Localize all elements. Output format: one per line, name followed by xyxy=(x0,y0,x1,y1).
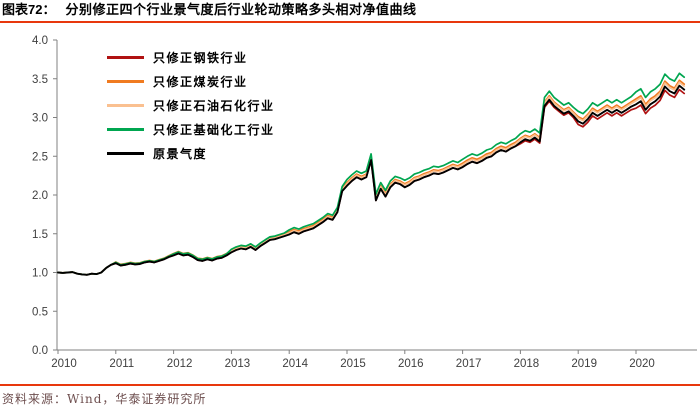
x-axis-tick-label: 2012 xyxy=(167,358,193,370)
x-axis-tick-label: 2020 xyxy=(629,358,655,370)
x-axis-tick-label: 2015 xyxy=(340,358,366,370)
x-axis-tick-label: 2011 xyxy=(109,358,134,370)
x-axis-tick-label: 2017 xyxy=(456,358,482,370)
legend-item: 只修正石油石化行业 xyxy=(107,93,275,117)
legend-item: 只修正基础化工行业 xyxy=(107,117,275,141)
legend-line-swatch xyxy=(107,127,144,131)
legend-label: 只修正钢铁行业 xyxy=(153,50,248,65)
legend-line-swatch xyxy=(107,55,144,59)
source-note: 资料来源：Wind，华泰证券研究所 xyxy=(2,392,207,406)
y-axis-tick-label: 3.5 xyxy=(32,74,48,86)
legend-label: 只修正石油石化行业 xyxy=(153,98,275,113)
y-axis-tick-label: 2.5 xyxy=(32,151,48,163)
y-axis-tick-label: 0.5 xyxy=(32,306,48,318)
series-line-4 xyxy=(57,84,686,276)
x-axis-tick-label: 2019 xyxy=(571,358,597,370)
y-axis-tick-label: 2.0 xyxy=(32,190,48,202)
x-axis-tick-label: 2016 xyxy=(398,358,424,370)
legend-line-swatch xyxy=(107,79,144,83)
x-axis-tick-label: 2018 xyxy=(514,358,540,370)
footer-rule xyxy=(0,384,700,386)
x-axis-tick-label: 2013 xyxy=(225,358,251,370)
legend-item: 原景气度 xyxy=(107,141,275,165)
legend-item: 只修正钢铁行业 xyxy=(107,45,275,69)
legend-line-swatch xyxy=(107,151,144,155)
x-axis-tick-label: 2010 xyxy=(51,358,77,370)
legend-label: 只修正煤炭行业 xyxy=(153,74,248,89)
legend-label: 只修正基础化工行业 xyxy=(153,122,275,137)
figure-title-text: 分别修正四个行业景气度后行业轮动策略多头相对净值曲线 xyxy=(65,2,417,17)
legend-label: 原景气度 xyxy=(153,146,208,161)
x-axis-tick-label: 2014 xyxy=(282,358,308,370)
y-axis-tick-label: 1.5 xyxy=(32,229,48,241)
figure-title: 图表72： 分别修正四个行业景气度后行业轮动策略多头相对净值曲线 xyxy=(0,0,700,21)
legend-item: 只修正煤炭行业 xyxy=(107,69,275,93)
y-axis-tick-label: 3.0 xyxy=(32,113,48,125)
y-axis-tick-label: 0.0 xyxy=(32,345,48,357)
chart-legend: 只修正钢铁行业 只修正煤炭行业只修正石油石化行业 只修正基础化工行业 原景气度 xyxy=(107,45,275,165)
y-axis-tick-label: 4.0 xyxy=(32,35,48,47)
title-underline-rule xyxy=(0,21,700,23)
legend-line-swatch xyxy=(107,103,144,107)
figure-number: 图表72： xyxy=(2,2,56,17)
y-axis-tick-label: 1.0 xyxy=(32,268,48,280)
